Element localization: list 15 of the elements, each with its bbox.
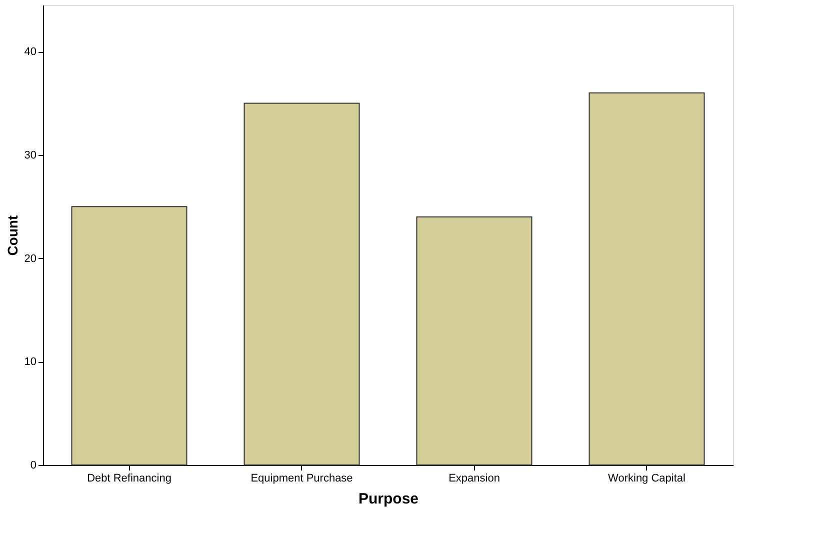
bar bbox=[244, 102, 360, 466]
y-tick-label: 40 bbox=[24, 46, 36, 58]
bar bbox=[71, 206, 188, 466]
x-tick-label: Equipment Purchase bbox=[250, 472, 353, 484]
bar bbox=[588, 92, 705, 466]
x-axis-title: Purpose bbox=[358, 490, 419, 508]
x-tick-label: Debt Refinancing bbox=[87, 472, 172, 484]
y-axis-title: Count bbox=[4, 214, 20, 256]
x-tick-label: Expansion bbox=[448, 472, 500, 484]
y-tick-label: 30 bbox=[24, 149, 36, 162]
bar bbox=[416, 216, 532, 466]
y-tick-label: 20 bbox=[24, 252, 36, 265]
y-tick-label: 0 bbox=[30, 460, 36, 472]
y-tick-label: 10 bbox=[24, 356, 36, 368]
x-tick-label: Working Capital bbox=[608, 472, 686, 484]
